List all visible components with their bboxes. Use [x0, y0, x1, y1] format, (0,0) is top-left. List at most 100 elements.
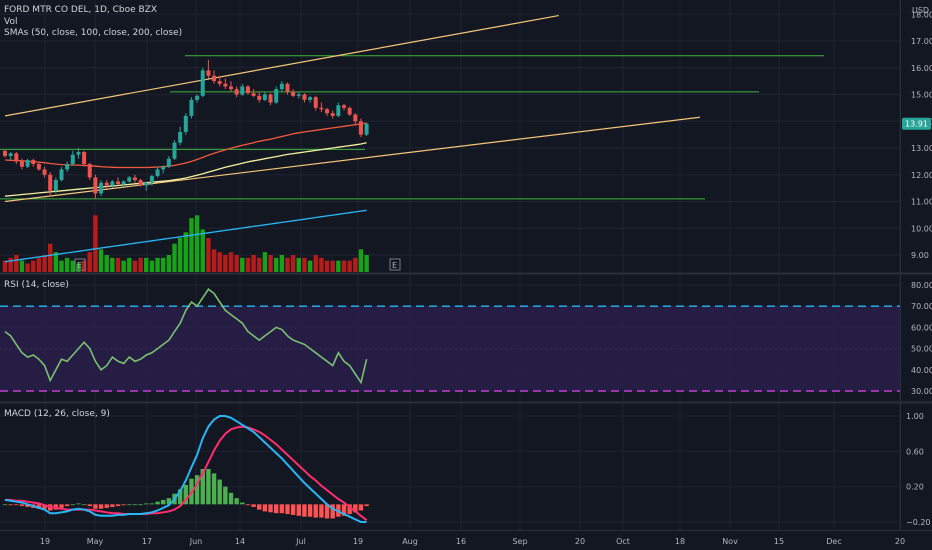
- volume-bar: [166, 255, 172, 272]
- volume-bar: [206, 238, 211, 272]
- symbol-title[interactable]: FORD MTR CO DEL, 1D, Cboe BZX: [4, 5, 157, 15]
- macd-histogram-bar: [87, 504, 92, 507]
- volume-bar: [347, 260, 352, 272]
- candle-body: [25, 160, 30, 167]
- macd-histogram-bar: [245, 504, 251, 506]
- volume-bar: [132, 260, 138, 272]
- trend-channel-line: [4, 14, 559, 117]
- volume-legend[interactable]: Vol: [4, 17, 17, 27]
- candle-body: [48, 174, 53, 191]
- earnings-marker-1[interactable]: [74, 258, 86, 271]
- time-tick-label: 19: [353, 537, 363, 546]
- rsi-pane[interactable]: [0, 288, 900, 392]
- macd-histogram-bar: [279, 504, 285, 514]
- candle-body: [70, 154, 75, 165]
- volume-bar: [2, 260, 8, 272]
- volume-bar: [110, 257, 115, 272]
- candle-body: [325, 109, 330, 114]
- macd-histogram-bar: [132, 504, 138, 506]
- candle-body: [251, 93, 256, 96]
- rsi-tick-label: 60.00: [911, 323, 932, 332]
- volume-bar: [48, 243, 53, 272]
- earnings-marker-1-label: E: [77, 261, 82, 270]
- candle-body: [172, 142, 177, 159]
- macd-histogram-bar: [268, 504, 273, 513]
- volume-bar: [161, 257, 166, 272]
- macd-histogram-bar: [330, 504, 335, 519]
- candle-body: [155, 169, 160, 177]
- price-tick-label: 11.00: [911, 198, 932, 207]
- time-tick-label: May: [87, 537, 104, 546]
- time-tick-label: 14: [235, 537, 245, 546]
- candle-body: [336, 105, 341, 116]
- candle-body: [127, 177, 132, 182]
- candle-body: [358, 121, 363, 135]
- macd-tick-label: 0.60: [906, 447, 924, 456]
- volume-bar: [121, 260, 126, 272]
- macd-histogram-bar: [223, 486, 228, 505]
- candle-body: [353, 114, 358, 122]
- candle-body: [144, 182, 149, 186]
- time-tick-label: 16: [456, 537, 466, 546]
- rsi-tick-label: 50.00: [911, 345, 932, 354]
- candle-body: [364, 123, 369, 135]
- sma-legend[interactable]: SMAs (50, close, 100, close, 200, close): [4, 28, 182, 38]
- volume-bar: [319, 257, 324, 272]
- volume-bar: [25, 263, 30, 272]
- macd-histogram-bar: [251, 504, 256, 507]
- time-tick-label: 17: [142, 537, 152, 546]
- macd-histogram-bar: [25, 504, 30, 507]
- volume-bar: [70, 260, 75, 272]
- earnings-marker-2[interactable]: [389, 258, 401, 271]
- time-tick-label: 19: [40, 537, 50, 546]
- candle-body: [296, 94, 301, 96]
- candle-body: [285, 83, 290, 92]
- macd-histogram-bar: [274, 504, 279, 514]
- candle-body: [291, 91, 296, 96]
- volume-bar: [64, 257, 70, 272]
- candle-body: [206, 70, 211, 76]
- time-tick-label: Jul: [295, 537, 306, 546]
- volume-bar: [172, 243, 177, 272]
- volume-bar: [104, 255, 109, 272]
- volume-bar: [200, 229, 205, 272]
- macd-histogram-bar: [121, 504, 126, 506]
- macd-histogram-bar: [177, 489, 183, 505]
- volume-bar: [87, 252, 92, 272]
- candle-body: [31, 160, 36, 165]
- macd-histogram-bar: [70, 504, 75, 506]
- macd-histogram-bar: [206, 469, 211, 505]
- axis-layer: 19 May 17 Jun 14 Jul 19 Aug 16 Sep 20 Oct 18 Nov 15 Dec…: [40, 10, 932, 546]
- volume-bar: [183, 232, 188, 272]
- candle-body: [189, 99, 194, 116]
- volume-bar: [290, 255, 296, 272]
- rsi-tick-label: 40.00: [911, 366, 932, 375]
- volume-bar: [127, 257, 132, 272]
- macd-histogram-bar: [324, 504, 330, 519]
- price-pane[interactable]: [0, 14, 824, 272]
- candle-body: [3, 150, 7, 157]
- macd-line: [4, 415, 367, 523]
- candle-body: [93, 177, 98, 194]
- macd-histogram-bar: [302, 504, 307, 517]
- volume-bar: [217, 252, 222, 272]
- time-tick-label: Jun: [189, 537, 203, 546]
- macd-histogram-bar: [257, 504, 262, 510]
- macd-histogram-bar: [93, 504, 98, 509]
- candle-body: [65, 164, 70, 170]
- macd-histogram-bar: [341, 504, 347, 516]
- rsi-legend[interactable]: RSI (14, close): [4, 280, 69, 290]
- volume-bar: [98, 249, 104, 272]
- macd-histogram-bar: [194, 475, 200, 505]
- candle-body: [183, 115, 188, 132]
- rsi-tick-label: 30.00: [911, 387, 932, 396]
- macd-pane[interactable]: [2, 415, 369, 523]
- volume-bar: [59, 260, 64, 272]
- macd-histogram-bar: [347, 504, 352, 515]
- macd-histogram-bar: [183, 484, 188, 505]
- candle-body: [99, 182, 104, 194]
- macd-legend[interactable]: MACD (12, 26, close, 9): [4, 409, 110, 419]
- time-tick-label: 20: [575, 537, 585, 546]
- candle-body: [279, 83, 284, 90]
